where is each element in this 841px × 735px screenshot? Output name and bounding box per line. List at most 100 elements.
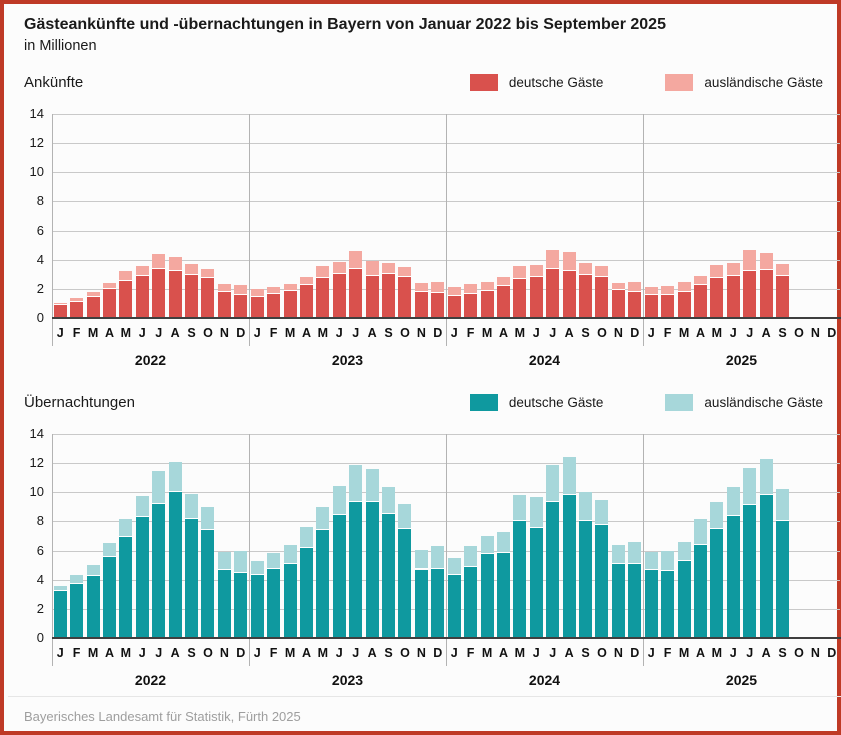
month-label: F bbox=[72, 326, 81, 340]
bar-foreign bbox=[414, 549, 428, 570]
bar-german bbox=[513, 278, 527, 318]
bar-german bbox=[267, 293, 281, 318]
month-label: M bbox=[678, 326, 690, 340]
month-label: S bbox=[384, 326, 393, 340]
month-label: N bbox=[810, 646, 820, 660]
bar-foreign bbox=[677, 281, 691, 292]
bar-foreign bbox=[611, 545, 625, 565]
y-axis-label: 14 bbox=[29, 106, 44, 121]
bar-foreign bbox=[677, 541, 691, 561]
month-label: N bbox=[416, 326, 426, 340]
bar-german bbox=[661, 570, 675, 638]
month-label: J bbox=[138, 646, 146, 660]
bar-german bbox=[332, 274, 346, 318]
bar-foreign bbox=[562, 456, 576, 496]
bar-foreign bbox=[102, 283, 116, 289]
month-label: N bbox=[613, 326, 623, 340]
month-label: J bbox=[729, 326, 737, 340]
bar-foreign bbox=[102, 543, 116, 558]
bar-german bbox=[677, 291, 691, 318]
bar-foreign bbox=[201, 269, 215, 278]
month-label: J bbox=[549, 646, 557, 660]
y-axis-label: 4 bbox=[36, 251, 44, 267]
bar-german bbox=[185, 275, 199, 318]
bar-foreign bbox=[661, 550, 675, 571]
bar-german bbox=[447, 296, 461, 318]
bar-german bbox=[102, 557, 116, 638]
bar-foreign bbox=[250, 288, 264, 297]
month-label: O bbox=[794, 326, 804, 340]
bar-german bbox=[595, 525, 609, 638]
bar-german bbox=[693, 285, 707, 318]
bar-foreign bbox=[365, 261, 379, 276]
bar-foreign bbox=[693, 518, 707, 545]
month-label: O bbox=[597, 326, 607, 340]
bar-german bbox=[398, 277, 412, 318]
bar-german bbox=[250, 575, 264, 638]
bar-foreign bbox=[743, 467, 757, 506]
month-label: J bbox=[352, 326, 360, 340]
month-label: J bbox=[532, 326, 540, 340]
bar-foreign bbox=[53, 303, 67, 305]
month-label: J bbox=[253, 326, 261, 340]
bar-german bbox=[579, 521, 593, 638]
bar-foreign bbox=[611, 283, 625, 291]
bar-german bbox=[332, 514, 346, 638]
bar-foreign bbox=[710, 502, 724, 529]
bar-german bbox=[53, 591, 67, 638]
month-label: O bbox=[203, 326, 213, 340]
bar-german bbox=[496, 553, 510, 638]
month-label: N bbox=[416, 646, 426, 660]
bar-foreign bbox=[119, 518, 133, 538]
bar-german bbox=[513, 521, 527, 638]
month-label: A bbox=[104, 646, 114, 660]
month-label: S bbox=[384, 646, 393, 660]
legend-label: ausländische Gäste bbox=[704, 395, 823, 410]
month-label: D bbox=[236, 646, 246, 660]
month-label: O bbox=[597, 646, 607, 660]
month-label: S bbox=[778, 326, 787, 340]
year-label: 2023 bbox=[331, 672, 364, 688]
bar-foreign bbox=[299, 277, 313, 286]
month-label: J bbox=[746, 646, 754, 660]
bar-foreign bbox=[201, 506, 215, 531]
bar-german bbox=[644, 569, 658, 638]
month-label: A bbox=[564, 326, 574, 340]
bar-german bbox=[86, 576, 100, 638]
month-label: O bbox=[203, 646, 213, 660]
bar-foreign bbox=[693, 275, 707, 286]
bar-foreign bbox=[759, 458, 773, 496]
bar-foreign bbox=[332, 261, 346, 275]
legend-swatch-german bbox=[469, 394, 498, 411]
month-label: D bbox=[827, 326, 837, 340]
y-axis-label: 6 bbox=[36, 222, 44, 238]
bar-german bbox=[431, 568, 445, 638]
month-label: J bbox=[56, 326, 64, 340]
year-label: 2022 bbox=[134, 672, 167, 688]
month-label: D bbox=[630, 326, 640, 340]
bar-german bbox=[579, 275, 593, 318]
bar-german bbox=[382, 514, 396, 638]
month-label: M bbox=[711, 646, 723, 660]
bar-german bbox=[185, 519, 199, 638]
page-subtitle: in Millionen bbox=[24, 38, 97, 54]
plot-area-arrivals bbox=[52, 114, 841, 346]
legend-item-german: deutsche Gäste bbox=[469, 394, 654, 411]
month-label: S bbox=[581, 646, 590, 660]
year-label: 2024 bbox=[528, 352, 561, 368]
bar-german bbox=[299, 548, 313, 638]
bar-german bbox=[710, 528, 724, 638]
bar-german bbox=[217, 570, 231, 638]
month-label: M bbox=[317, 326, 329, 340]
year-separator-line bbox=[642, 114, 644, 346]
y-axis-label: 8 bbox=[36, 513, 44, 529]
bar-german bbox=[365, 275, 379, 318]
month-label: A bbox=[301, 646, 311, 660]
month-label: A bbox=[564, 646, 574, 660]
bar-foreign bbox=[70, 574, 84, 585]
legend-swatch-german bbox=[469, 74, 498, 91]
bar-german bbox=[628, 563, 642, 638]
bar-german bbox=[382, 273, 396, 318]
month-label: J bbox=[253, 646, 261, 660]
